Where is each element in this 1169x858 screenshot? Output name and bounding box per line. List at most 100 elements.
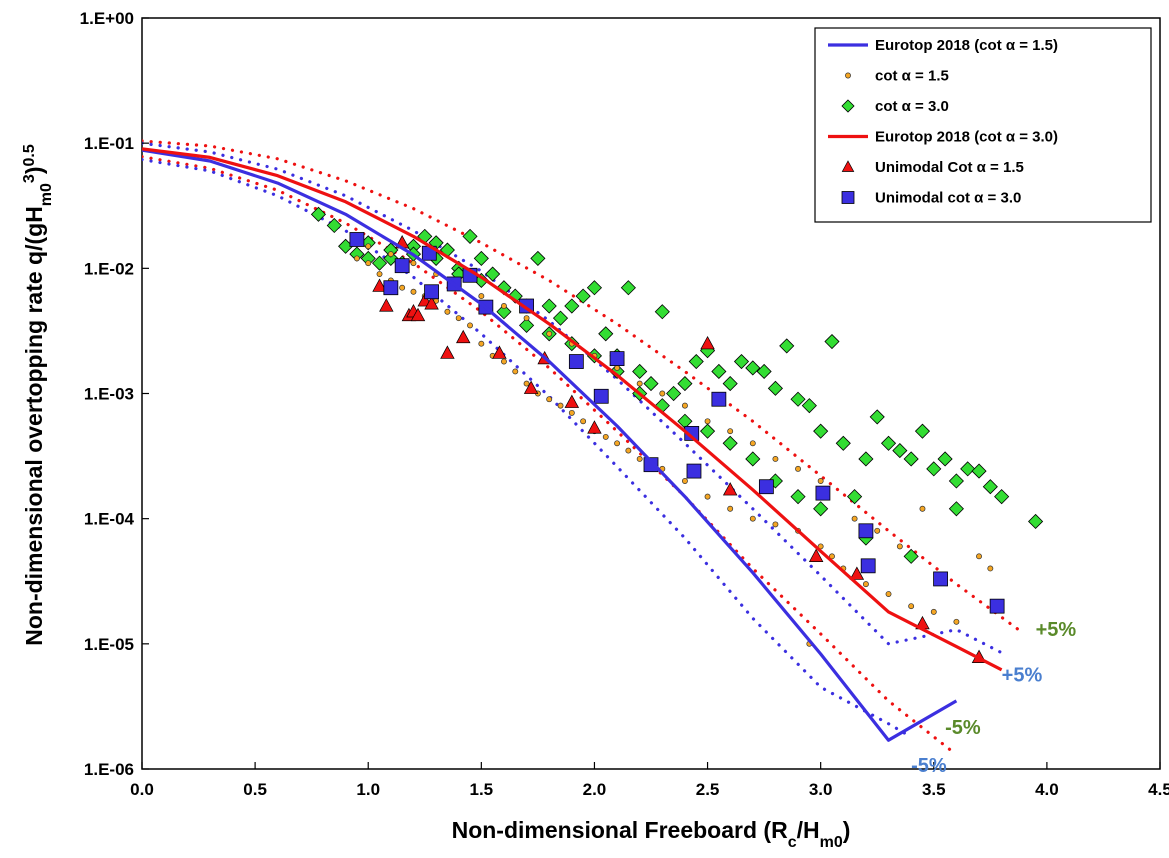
data-point-square <box>643 457 659 473</box>
data-point-square <box>758 479 774 495</box>
y-axis-title: Non-dimensional overtopping rate q/(gHm0… <box>21 144 55 646</box>
y-tick-label: 1.E-04 <box>84 510 135 529</box>
x-tick-label: 2.0 <box>583 780 607 799</box>
data-point-circle <box>546 330 553 337</box>
data-point-triangle <box>372 278 387 292</box>
data-point-diamond <box>519 317 535 333</box>
data-point-diamond <box>733 353 750 370</box>
legend-marker-swatch <box>845 72 851 79</box>
data-point-diamond <box>982 479 998 495</box>
data-point-circle <box>659 390 666 397</box>
data-point-circle <box>851 515 858 522</box>
data-point-diamond <box>462 228 478 244</box>
data-point-circle <box>387 251 394 258</box>
data-point-square <box>593 388 609 404</box>
data-point-triangle <box>564 394 580 408</box>
data-point-diamond <box>835 435 851 451</box>
data-point-diamond <box>971 463 987 479</box>
data-point-circle <box>727 428 734 435</box>
band-annotation: +5% <box>1002 665 1043 687</box>
data-point-circle <box>795 465 801 472</box>
data-point-diamond <box>847 489 863 505</box>
data-point-diamond <box>790 489 806 505</box>
data-point-diamond <box>530 250 546 266</box>
data-point-circle <box>930 608 937 615</box>
data-point-circle <box>455 315 462 322</box>
band-annotation: +5% <box>1036 619 1077 641</box>
data-point-circle <box>568 409 575 416</box>
data-point-circle <box>478 293 485 300</box>
data-point-diamond <box>677 376 693 392</box>
data-point-circle <box>772 521 779 528</box>
data-point-diamond <box>914 423 931 439</box>
data-point-triangle <box>849 566 865 580</box>
data-point-circle <box>580 418 587 425</box>
x-tick-label: 3.5 <box>922 780 946 799</box>
data-point-circle <box>501 303 507 309</box>
data-point-triangle <box>700 335 715 350</box>
data-point-circle <box>523 315 530 322</box>
data-point-diamond <box>926 461 942 477</box>
data-point-square <box>858 523 874 539</box>
annotations: +5% +5% -5% -5% <box>911 619 1076 777</box>
data-point-diamond <box>722 435 738 451</box>
data-point-diamond <box>1028 513 1044 530</box>
band-annotation: -5% <box>911 755 947 777</box>
legend: Eurotop 2018 (cot α = 1.5) cot α = 1.5 cot… <box>814 27 1152 223</box>
data-point-triangle <box>410 307 426 322</box>
data-point-diamond <box>609 363 625 380</box>
data-point-diamond <box>858 451 874 467</box>
data-point-diamond <box>598 326 614 342</box>
data-point-circle <box>772 455 779 462</box>
y-tick-label: 1.E-03 <box>84 385 134 404</box>
series-line <box>142 148 958 742</box>
x-axis-title: Non-dimensional Freeboard (Rc/Hm0) <box>452 817 851 851</box>
data-point-circle <box>512 368 519 375</box>
x-tick-label: 0.0 <box>130 780 154 799</box>
legend-box <box>814 27 1152 223</box>
x-tick-label: 2.5 <box>696 780 720 799</box>
legend-marker-swatch <box>841 160 855 172</box>
legend-label: Eurotop 2018 (cot α = 1.5) <box>875 37 1058 54</box>
data-point-circle <box>862 581 869 588</box>
data-point-circle <box>953 618 960 625</box>
data-point-diamond <box>824 333 840 350</box>
data-point-circle <box>908 603 915 610</box>
data-point-diamond <box>496 304 512 320</box>
data-point-diamond <box>767 380 783 396</box>
data-point-circle <box>376 271 383 278</box>
data-point-diamond <box>552 310 569 326</box>
data-point-circle <box>625 447 632 454</box>
data-point-circle <box>444 308 451 315</box>
data-point-circle <box>478 340 485 347</box>
legend-label: Eurotop 2018 (cot α = 3.0) <box>875 129 1058 146</box>
data-point-square <box>424 284 439 300</box>
y-tick-label: 1.E-01 <box>84 134 134 153</box>
x-tick-label: 1.5 <box>470 780 494 799</box>
data-point-diamond <box>948 501 964 517</box>
data-point-square <box>609 351 625 367</box>
data-point-diamond <box>699 423 716 439</box>
data-point-triangle <box>722 482 738 496</box>
legend-label: Unimodal cot α = 3.0 <box>875 190 1021 207</box>
x-tick-label: 4.5 <box>1148 780 1169 799</box>
data-point-square <box>815 485 831 501</box>
data-point-circle <box>829 553 835 560</box>
data-point-diamond <box>620 280 636 296</box>
data-point-square <box>568 354 584 369</box>
data-point-circle <box>874 527 881 534</box>
data-point-circle <box>501 358 507 365</box>
data-point-circle <box>523 380 530 387</box>
data-point-circle <box>749 440 756 447</box>
data-point-diamond <box>948 473 964 489</box>
data-point-circle <box>704 418 711 425</box>
data-point-diamond <box>994 489 1010 505</box>
data-point-diamond <box>310 206 327 222</box>
x-axis: 0.0 0.5 1.0 1.5 2.0 2.5 3.0 3.5 4.0 4.5 <box>130 762 1169 799</box>
data-point-circle <box>681 402 688 409</box>
data-point-diamond <box>903 548 919 564</box>
data-point-circle <box>896 543 903 550</box>
y-tick-label: 1.E-06 <box>84 760 134 779</box>
x-tick-label: 1.0 <box>356 780 380 799</box>
